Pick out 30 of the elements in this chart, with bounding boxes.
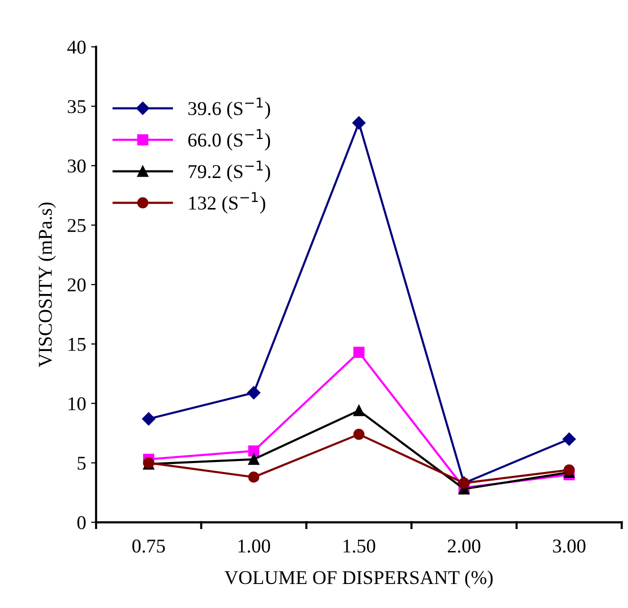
y-tick-label: 0 [77, 516, 86, 530]
point [352, 116, 366, 130]
point [247, 386, 260, 400]
point [248, 472, 260, 483]
legend-label: 79.2 (S$^{−1}$) [188, 160, 270, 182]
legend-label: 66.0 (S$^{−1}$) [188, 129, 270, 151]
point [353, 346, 364, 358]
point [353, 404, 364, 416]
point [248, 445, 260, 457]
point [248, 454, 260, 465]
y-tick-label: 25 [68, 218, 86, 232]
y-tick-label: 10 [68, 397, 86, 410]
point [142, 412, 156, 426]
point [353, 428, 364, 440]
point [562, 432, 576, 446]
x-tick-label: 3.00 [553, 540, 586, 553]
y-tick-label: 20 [68, 278, 86, 292]
y-tick-label: 15 [68, 338, 86, 351]
y-tick-label: 35 [68, 100, 86, 114]
y-tick-label: 5 [78, 456, 86, 470]
legend-label: 39.6 (S$^{−1}$) [188, 98, 270, 120]
y-axis-title: VISCOSITY (mPa.s) [38, 202, 56, 368]
x-tick-label: 1.00 [238, 540, 270, 553]
legend-label: 132 (S$^{−1}$) [189, 192, 266, 214]
x-axis-title: VOLUME OF DISPERSANT (%) [224, 570, 493, 588]
x-tick-label: 2.00 [448, 540, 480, 553]
x-tick-label: 0.75 [132, 540, 165, 553]
y-tick-label: 40 [67, 40, 86, 54]
x-tick-label: 1.50 [344, 540, 376, 553]
y-tick-label: 30 [68, 159, 86, 173]
